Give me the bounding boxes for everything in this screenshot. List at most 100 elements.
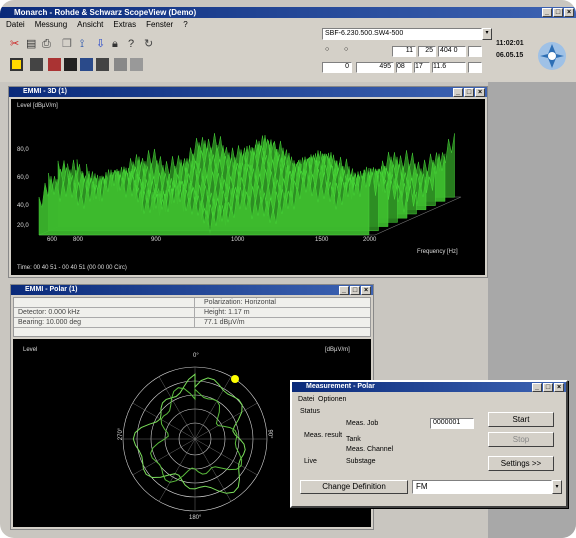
height-text: Height: 1.17 m: [204, 309, 250, 316]
angle-left-label: 270°: [118, 427, 125, 441]
field-g3[interactable]: 08: [396, 62, 412, 73]
spectrum-trace: [38, 167, 370, 236]
window-tile-icon[interactable]: [96, 58, 109, 71]
menu-help[interactable]: ?: [183, 20, 188, 29]
radio-a[interactable]: ○: [325, 46, 330, 53]
spectrum-3d-window: EMMI - 3D (1) _ □ × Level [dBµV/m] 80,0 60…: [8, 86, 488, 278]
field-f2[interactable]: 25: [418, 46, 436, 57]
red-trace-icon[interactable]: [48, 58, 61, 71]
meas-result-label: Meas. result: [304, 432, 343, 439]
app-title: Monarch - Rohde & Schwarz ScopeView (Dem…: [14, 8, 197, 17]
copy-icon[interactable]: ❐: [62, 38, 72, 50]
polar-spoke: [194, 438, 258, 476]
menu-file[interactable]: Datei: [6, 20, 25, 29]
meas-job-field[interactable]: 0000001: [430, 418, 474, 429]
polar-spoke: [132, 402, 196, 440]
chevron-down-icon[interactable]: ▾: [552, 480, 562, 494]
close-button[interactable]: ×: [361, 286, 371, 295]
close-button[interactable]: ×: [564, 8, 574, 17]
scissors-icon[interactable]: ✂: [10, 38, 20, 50]
spectrum-3d-title-bar: EMMI - 3D (1) _ □ ×: [9, 87, 487, 97]
field-f1[interactable]: 11: [392, 46, 416, 57]
menu-measure[interactable]: Messung: [34, 20, 68, 29]
field-g4[interactable]: 17: [414, 62, 430, 73]
settings-button[interactable]: Settings >>: [488, 456, 554, 471]
clock-date: 06.05.15: [496, 52, 524, 59]
grey-icon[interactable]: [130, 58, 143, 71]
app-title-bar: Monarch - Rohde & Schwarz ScopeView (Dem…: [0, 7, 576, 18]
screen-icon[interactable]: [114, 58, 127, 71]
definition-combo[interactable]: FM: [412, 480, 552, 494]
minimize-button[interactable]: _: [542, 8, 552, 17]
antenna-icon[interactable]: ⟟: [80, 38, 85, 50]
z-tick: 20,0: [17, 223, 29, 229]
polar-title-bar: EMMI - Polar (1) _ □ ×: [11, 285, 373, 295]
minimize-button[interactable]: _: [339, 286, 349, 295]
spectrum-3d-title: EMMI - 3D (1): [23, 88, 67, 95]
blue-trace-icon[interactable]: [80, 58, 93, 71]
close-button[interactable]: ×: [475, 88, 485, 97]
live-label: Live: [304, 458, 317, 465]
z-tick: 40,0: [17, 203, 29, 209]
measurement-dialog: Measurement - Polar _ □ × Datei Optionen S…: [290, 380, 568, 508]
arrow-down-icon[interactable]: ⇩: [96, 38, 106, 50]
start-button[interactable]: Start: [488, 412, 554, 427]
x-axis-label: Frequency [Hz]: [417, 249, 458, 255]
save-icon[interactable]: ▤: [26, 38, 37, 50]
meas-job-label: Meas. Job: [346, 420, 379, 427]
x-tick: 2000: [363, 237, 377, 243]
maximize-button[interactable]: □: [553, 8, 563, 17]
spectrum-3d-plot: Level [dBµV/m] 80,0 60,0 40,0 20,0 600 8…: [11, 99, 485, 275]
menu-window[interactable]: Fenster: [146, 20, 174, 29]
change-definition-button[interactable]: Change Definition: [300, 480, 408, 494]
close-button[interactable]: ×: [554, 383, 564, 392]
dialog-menu-file[interactable]: Datei: [298, 396, 315, 403]
maximize-button[interactable]: □: [464, 88, 474, 97]
chevron-down-icon[interactable]: ▾: [482, 28, 492, 40]
y-axis-label: Level [dBµV/m]: [17, 103, 58, 109]
field-f3[interactable]: 404 0: [438, 46, 466, 57]
polar-canvas: [122, 366, 268, 512]
level-value-text: 77.1 dBµV/m: [204, 319, 245, 326]
polar-spoke: [158, 376, 196, 440]
grid-icon[interactable]: [30, 58, 43, 71]
maximize-button[interactable]: □: [350, 286, 360, 295]
angle-right-label: 90°: [266, 429, 273, 439]
polar-spoke: [194, 438, 232, 502]
x-tick: 800: [73, 237, 84, 243]
frequency-field[interactable]: SBF-6.230.500.SW4-500: [322, 28, 482, 40]
field-f4[interactable]: [468, 46, 482, 57]
status-label: Status: [300, 408, 320, 415]
stop-button[interactable]: Stop: [488, 432, 554, 447]
x-tick: 1500: [315, 237, 329, 243]
angle-top-label: 0°: [193, 353, 199, 359]
polar-trace: [132, 373, 246, 494]
lock-icon[interactable]: 🔒︎: [112, 38, 118, 50]
polar-spoke: [194, 376, 232, 440]
color-yellow-icon[interactable]: [10, 58, 23, 71]
field-g1[interactable]: 0: [322, 62, 352, 73]
polar-spoke: [158, 438, 196, 502]
minimize-button[interactable]: _: [532, 383, 542, 392]
dialog-title-bar: Measurement - Polar _ □ ×: [292, 382, 566, 392]
rotate-icon[interactable]: ↻: [144, 38, 154, 50]
dark-trace-icon[interactable]: [64, 58, 77, 71]
field-g5[interactable]: 11.6: [432, 62, 466, 73]
polar-unit-label: [dBµV/m]: [325, 347, 350, 353]
field-g6[interactable]: [468, 62, 482, 73]
dialog-menu-options[interactable]: Optionen: [318, 396, 347, 403]
radio-b[interactable]: ○: [344, 46, 349, 53]
detector-text: Detector: 0.000 kHz: [18, 309, 80, 316]
spectrum-3d-canvas: [38, 133, 462, 236]
menu-extras[interactable]: Extras: [113, 20, 137, 29]
maximize-button[interactable]: □: [543, 383, 553, 392]
clock-time: 11:02:01: [496, 40, 524, 47]
field-g2[interactable]: 495: [356, 62, 394, 73]
menu-view[interactable]: Ansicht: [77, 20, 104, 29]
menu-bar: Datei Messung Ansicht Extras Fenster ?: [6, 20, 188, 29]
toolbar-area: Datei Messung Ansicht Extras Fenster ? ✂…: [0, 18, 576, 82]
minimize-button[interactable]: _: [453, 88, 463, 97]
z-tick: 80,0: [17, 147, 29, 153]
help-icon[interactable]: ?: [128, 38, 135, 50]
print-icon[interactable]: ⎙: [42, 38, 51, 50]
